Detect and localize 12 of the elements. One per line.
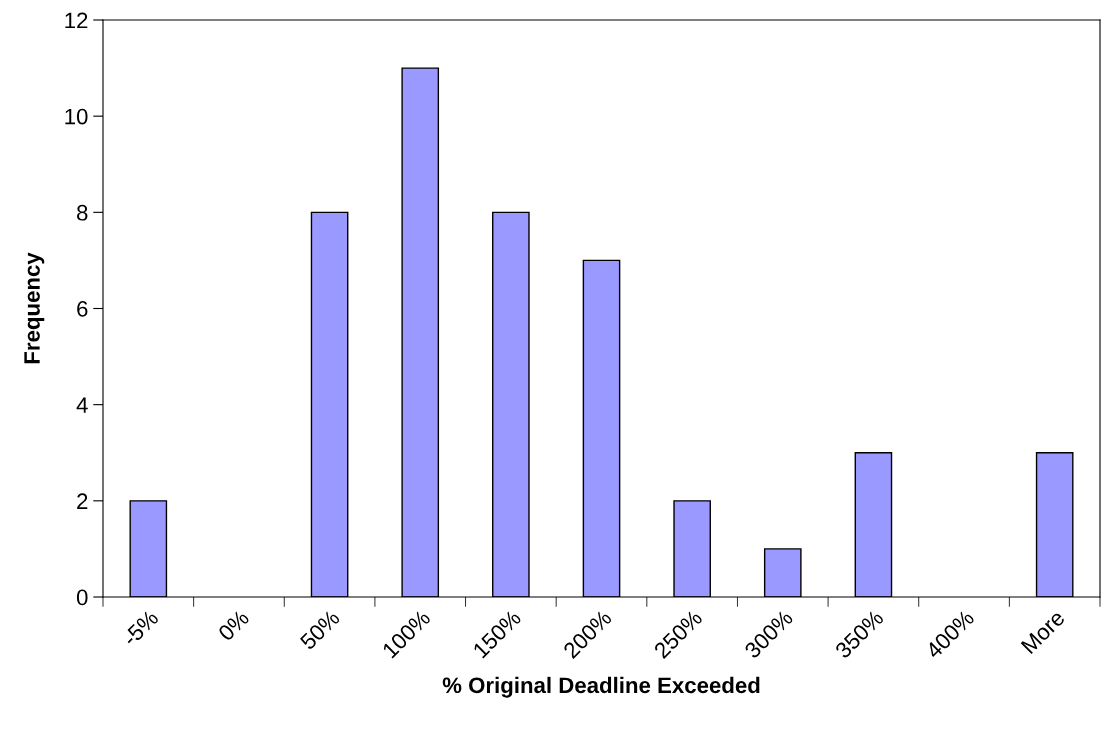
x-axis-title: % Original Deadline Exceeded — [442, 676, 760, 698]
y-tick-label: 2 — [77, 493, 88, 509]
y-tick-label: 10 — [65, 108, 88, 125]
y-tick-label: 6 — [77, 301, 88, 317]
x-tick-label: 50% — [299, 609, 341, 651]
y-tick-label: 0 — [76, 589, 88, 606]
y-tick-label: 8 — [77, 204, 88, 221]
y-tick-label: 12 — [65, 12, 88, 29]
y-axis-title: Frequency — [24, 252, 45, 364]
y-tick-label: 4 — [76, 397, 88, 413]
x-tick-label: -5% — [121, 609, 160, 647]
x-tick-label: 0% — [217, 609, 250, 642]
